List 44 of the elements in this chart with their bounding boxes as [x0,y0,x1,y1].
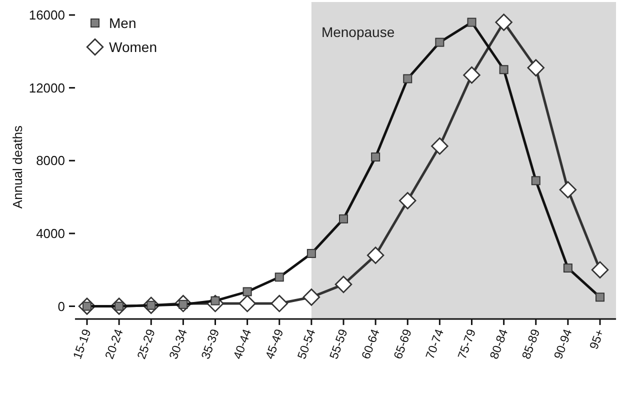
point [563,264,572,273]
x-tick-label: 35-39 [198,326,222,361]
x-tick-label: 20-24 [102,326,126,361]
x-tick-label: 85-89 [519,326,543,361]
point [435,38,444,47]
point [495,14,512,31]
x-tick-label: 70-74 [422,326,447,361]
point [399,192,416,210]
point [339,214,348,224]
x-tick-label: 45-49 [262,326,286,361]
point [463,66,480,84]
point [366,246,384,264]
y-axis-title: Annual deaths [10,124,25,209]
x-tick-label: 15-19 [70,326,94,361]
band-label: Menopause [321,24,395,40]
y-tick-label: 4000 [36,226,65,241]
x-tick-label: 90-94 [551,326,575,361]
legend-label: Men [109,14,136,31]
point [371,152,380,162]
y-tick-label: 12000 [28,80,65,96]
point [403,74,412,84]
point [334,276,352,294]
x-tick-label: 30-34 [166,326,190,361]
point [274,272,284,282]
point [242,287,252,296]
x-tick-label: 75-79 [454,326,479,361]
point [431,137,448,155]
y-tick-label: 0 [58,298,65,314]
x-tick-label: 50-54 [294,326,318,361]
point [596,292,604,302]
point [467,18,476,27]
x-tick-label: 55-59 [326,326,350,361]
legend-label: Women [109,38,157,55]
x-tick-label: 80-84 [486,326,511,361]
y-tick-label: 16000 [28,8,65,23]
x-tick-label: 25-29 [134,326,158,361]
point [306,248,316,258]
point [499,65,508,74]
point [531,176,540,186]
y-tick-label: 8000 [36,153,65,168]
x-tick-label: 40-44 [230,326,254,361]
x-tick-label: 65-69 [390,326,415,361]
x-tick-label: 60-64 [358,326,382,361]
x-tick-label: 95+ [586,327,607,352]
